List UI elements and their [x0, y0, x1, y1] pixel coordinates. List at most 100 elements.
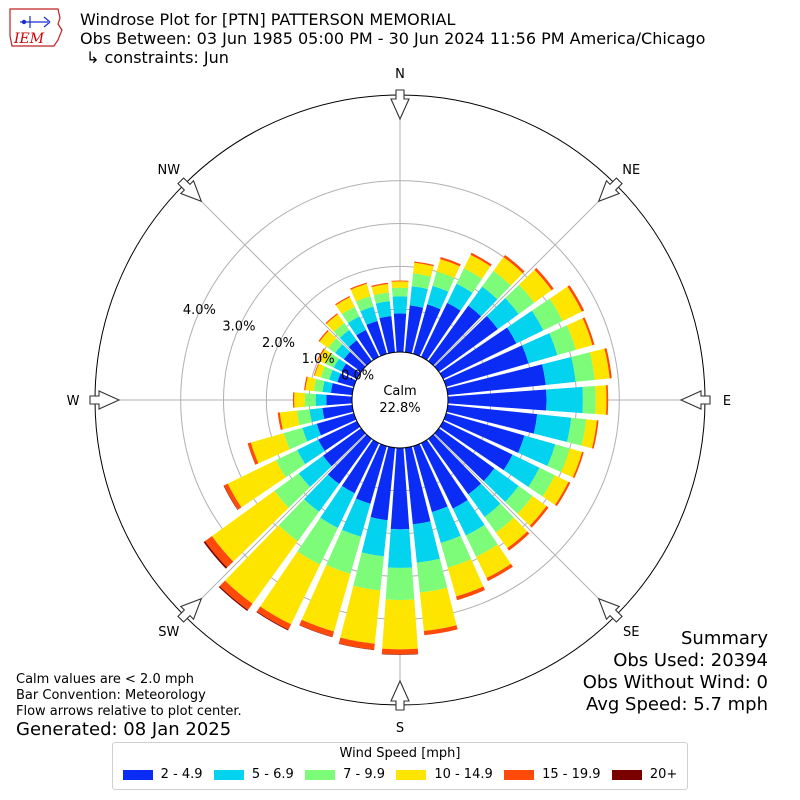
wind-bar-segment: [381, 648, 419, 655]
wind-bar-segment: [361, 517, 388, 557]
wind-bar-segment: [416, 558, 448, 593]
flow-arrow-icon: [597, 177, 623, 203]
wind-bar-segment: [341, 498, 371, 537]
wind-bar-segment: [325, 353, 339, 368]
wind-bar-segment: [329, 369, 341, 383]
wind-bar-segment: [456, 268, 483, 293]
wind-bar-segment: [567, 285, 585, 312]
radial-tick-label: 0.0%: [341, 369, 374, 384]
wind-bar-segment: [404, 305, 424, 354]
wind-bar-segment: [256, 611, 289, 631]
wind-bar-segment: [371, 284, 389, 296]
wind-bar-segment: [328, 338, 343, 354]
flow-arrow-icon: [679, 390, 711, 410]
wind-bar-segment: [227, 460, 286, 508]
wind-bar-segment: [546, 386, 583, 414]
wind-bar-segment: [428, 305, 482, 366]
wind-bar-segment: [413, 262, 434, 277]
wind-bar-segment: [350, 283, 371, 302]
flow-arrows-note: Flow arrows relative to plot center.: [16, 704, 242, 719]
wind-bar-segment: [250, 433, 290, 464]
chart-title-block: Windrose Plot for [PTN] PATTERSON MEMORI…: [80, 10, 705, 67]
wind-bar-segment: [219, 580, 253, 610]
wind-bar-segment: [373, 292, 390, 304]
wind-bar-segment: [518, 435, 556, 466]
wind-bar-segment: [440, 535, 472, 568]
wind-bar-segment: [327, 434, 372, 484]
wind-bar-segment: [522, 333, 558, 364]
legend-item: 15 - 19.9: [504, 767, 601, 782]
wind-bar-segment: [339, 329, 357, 348]
wind-bar-segment: [452, 500, 485, 536]
legend-label: 10 - 14.9: [434, 767, 493, 782]
legend-item: 20+: [611, 767, 678, 782]
wind-bar-segment: [439, 327, 517, 380]
wind-bar-segment: [338, 643, 375, 651]
wind-bar-segment: [322, 428, 366, 467]
wind-bar-segment: [412, 521, 440, 563]
wind-bar-segment: [507, 531, 530, 551]
wind-bar-segment: [468, 483, 501, 517]
wind-bar-segment: [517, 495, 547, 526]
legend-label: 20+: [649, 767, 678, 782]
compass-label: SW: [158, 625, 179, 640]
wind-bar-segment: [581, 419, 597, 449]
wind-bar-segment: [330, 383, 354, 396]
wind-bar-segment: [247, 442, 259, 465]
wind-bar-segment: [555, 481, 571, 507]
wind-bar-segment: [542, 475, 569, 505]
wind-bar-segment: [486, 298, 519, 330]
wind-bar-segment: [303, 474, 340, 512]
wind-bar-segment: [335, 295, 351, 306]
wind-bar-segment: [375, 301, 392, 319]
legend-swatch: [504, 769, 535, 780]
wind-bar-segment: [582, 386, 596, 414]
wind-bar-segment: [298, 455, 332, 488]
wind-bar-segment: [337, 373, 357, 387]
radial-tick-label: 2.0%: [262, 336, 295, 351]
summary-avg-speed: Avg Speed: 5.7 mph: [586, 694, 768, 715]
wind-bar-segment: [465, 524, 498, 557]
wind-bar-segment: [382, 599, 418, 650]
weather-station-icon: [20, 16, 51, 28]
legend-swatch: [305, 769, 336, 780]
wind-bar-segment: [204, 536, 234, 568]
wind-bar-segment: [391, 287, 409, 297]
wind-bar-segment: [528, 467, 555, 497]
wind-bar-segment: [326, 314, 345, 332]
legend: Wind Speed [mph] 2 - 4.9 5 - 6.9 7 - 9.9 10…: [112, 742, 688, 790]
wind-bar-segment: [297, 517, 338, 565]
wind-bar-segment: [566, 318, 593, 350]
wind-bar-segment: [427, 285, 449, 310]
wind-bar-segment: [348, 340, 372, 366]
wind-bar-segment: [533, 414, 572, 442]
flow-arrow-icon: [390, 679, 410, 711]
legend-swatch: [122, 769, 153, 780]
wind-bar-segment: [260, 551, 321, 625]
wind-bar-segment: [302, 423, 321, 442]
wind-bar-segment: [322, 404, 354, 419]
wind-bar-segment: [391, 281, 409, 289]
wind-bar-segment: [313, 363, 320, 376]
wind-bar-segment: [561, 448, 583, 478]
calm-value: 22.8%: [379, 401, 420, 416]
wind-bar-segment: [304, 393, 316, 407]
wind-bar-segment: [423, 625, 458, 636]
wind-bar-segment: [292, 392, 295, 408]
flow-arrow-icon: [390, 89, 410, 121]
wind-bar-segment: [333, 358, 347, 372]
wind-bar-segment: [483, 468, 519, 502]
radial-tick-label: 3.0%: [222, 319, 255, 334]
wind-bar-segment: [503, 254, 525, 274]
generated-date: Generated: 08 Jan 2025: [16, 719, 232, 740]
wind-bar-segment: [411, 273, 431, 290]
wind-bar-segment: [505, 284, 535, 315]
wind-bar-segment: [447, 559, 484, 597]
wind-bar-segment: [476, 544, 511, 579]
calm-center: [351, 351, 449, 449]
wind-bar-segment: [350, 282, 367, 290]
wind-bar-segment: [419, 587, 457, 631]
wind-bar-segment: [547, 444, 570, 473]
wind-bar-segment: [256, 606, 292, 630]
wind-bar-segment: [347, 316, 366, 336]
